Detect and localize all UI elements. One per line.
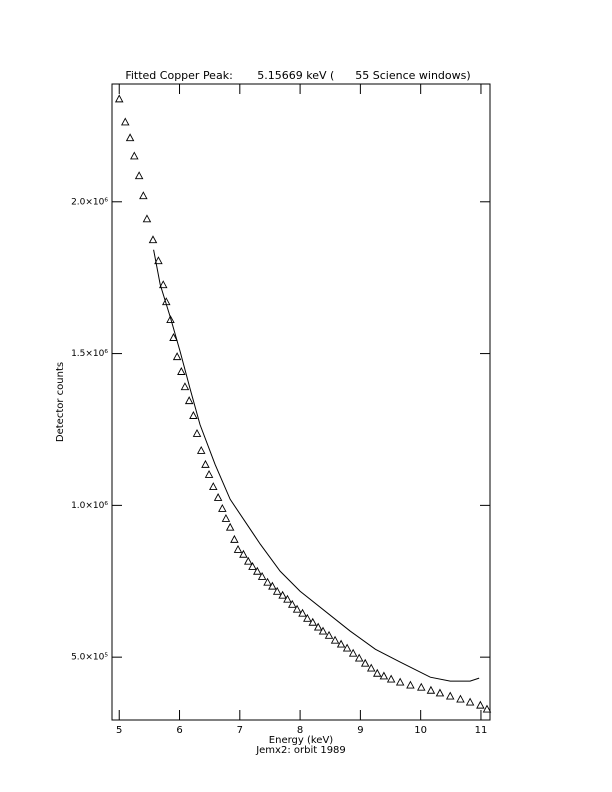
data-point	[417, 682, 426, 691]
data-point	[283, 594, 292, 603]
data-point	[201, 459, 210, 468]
data-point	[268, 581, 277, 590]
x-tick-label: 6	[176, 725, 182, 736]
data-point	[386, 674, 396, 683]
data-point	[342, 643, 352, 652]
data-point	[272, 586, 282, 595]
data-point	[177, 367, 186, 375]
fit-line	[153, 249, 480, 682]
data-point	[348, 648, 358, 657]
data-point	[125, 133, 135, 142]
x-tick-label: 8	[297, 725, 303, 736]
data-point	[278, 590, 287, 599]
data-point	[166, 315, 175, 324]
subtitle: Jemx2: orbit 1989	[255, 745, 346, 756]
x-tick-label: 9	[357, 725, 363, 736]
y-axis-label: Detector counts	[55, 362, 66, 442]
x-tick-label: 11	[475, 725, 488, 736]
data-point	[313, 622, 323, 631]
data-point	[435, 688, 445, 697]
data-point	[303, 613, 312, 622]
data-point	[130, 151, 139, 160]
data-point	[114, 94, 124, 103]
data-point	[292, 604, 302, 613]
data-point	[482, 704, 492, 713]
x-axis-label: Energy (keV)	[269, 735, 334, 746]
data-point	[243, 556, 253, 565]
data-point	[373, 668, 382, 677]
data-point	[204, 469, 214, 478]
plot-frame	[111, 83, 491, 721]
data-point	[354, 653, 364, 662]
data-point	[230, 534, 239, 543]
data-point	[189, 411, 198, 419]
y-tick-label: 1.5×10⁶	[71, 349, 108, 359]
data-point	[196, 445, 206, 454]
data-point	[288, 599, 297, 608]
data-point	[158, 280, 168, 289]
y-tick-label: 5.0×10⁵	[71, 653, 108, 663]
data-point	[324, 630, 334, 639]
data-point	[263, 577, 272, 586]
data-point	[426, 685, 436, 694]
x-tick-label: 5	[116, 725, 122, 736]
data-point	[248, 561, 257, 570]
data-point	[225, 522, 235, 531]
data-point	[180, 382, 190, 391]
data-point	[184, 396, 194, 405]
data-point	[298, 608, 307, 617]
data-point	[379, 671, 389, 680]
data-point	[233, 544, 243, 553]
data-point	[121, 117, 130, 126]
data-point	[257, 571, 267, 580]
data-point	[239, 549, 248, 558]
data-point	[218, 503, 227, 512]
data-point	[318, 626, 328, 635]
data-point	[445, 691, 455, 700]
x-tick-label: 10	[414, 725, 427, 736]
data-point	[360, 658, 370, 667]
data-point	[192, 428, 202, 437]
data-point	[172, 352, 182, 361]
data-point	[213, 493, 223, 501]
data-point	[169, 333, 178, 341]
x-tick-label: 7	[237, 725, 243, 736]
y-tick-label: 1.0×10⁶	[71, 501, 108, 511]
data-point	[336, 639, 346, 648]
data-point	[366, 663, 376, 672]
data-point	[139, 191, 148, 200]
data-point	[221, 513, 231, 522]
data-point	[148, 235, 158, 244]
data-point	[406, 680, 415, 689]
data-point	[456, 694, 465, 703]
data-point	[465, 697, 475, 706]
y-tick-label: 2.0×10⁶	[71, 197, 108, 207]
data-point	[330, 635, 340, 644]
chart-title: Fitted Copper Peak: 5.15669 keV ( 55 Sci…	[125, 69, 470, 82]
data-point	[253, 566, 262, 575]
data-point	[476, 700, 485, 709]
data-point	[154, 256, 163, 265]
data-point	[142, 214, 152, 223]
data-point	[395, 677, 405, 686]
data-point	[308, 617, 318, 626]
data-point	[209, 482, 218, 490]
data-point	[134, 171, 144, 180]
